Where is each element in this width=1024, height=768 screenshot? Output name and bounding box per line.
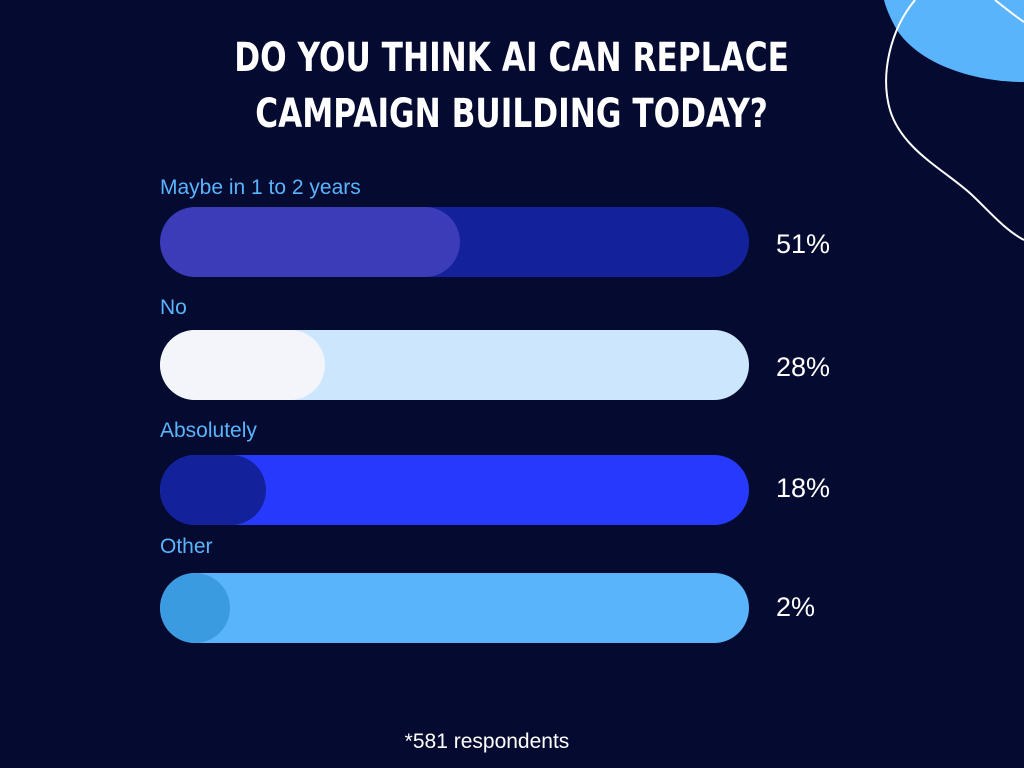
bar-track	[160, 330, 749, 400]
chart-title-line-1: DO YOU THINK AI CAN REPLACE	[234, 35, 789, 81]
bar-track	[160, 573, 749, 643]
chart-title: DO YOU THINK AI CAN REPLACE CAMPAIGN BUI…	[112, 30, 911, 142]
category-label: Absolutely	[160, 419, 257, 442]
category-label: No	[160, 296, 187, 319]
bar-track	[160, 207, 749, 277]
bar-track	[160, 455, 749, 525]
value-label: 18%	[776, 473, 831, 503]
decorative-blob	[884, 0, 1024, 82]
category-label: Maybe in 1 to 2 years	[160, 176, 361, 199]
category-label: Other	[160, 535, 213, 558]
value-label: 51%	[776, 229, 831, 259]
decorative-curve-inner	[994, 0, 1024, 23]
bar	[160, 330, 325, 400]
chart-title-line-2: CAMPAIGN BUILDING TODAY?	[255, 91, 768, 137]
bar	[160, 455, 267, 525]
bar	[160, 573, 230, 643]
respondents-footnote: *581 respondents	[404, 730, 570, 753]
value-label: 28%	[776, 352, 831, 382]
value-label: 2%	[776, 592, 816, 622]
decorative-curve	[885, 0, 1024, 241]
bar	[160, 207, 461, 277]
